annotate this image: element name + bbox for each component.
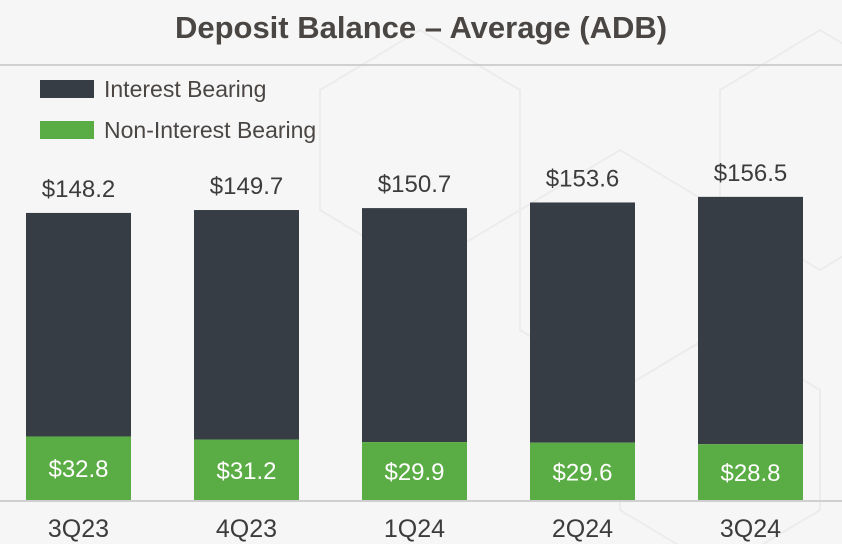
data-label-non-interest-bearing-2q24: $29.6: [552, 459, 612, 486]
chart-title: Deposit Balance – Average (ADB): [174, 10, 668, 45]
legend-swatch-interest-bearing: [40, 80, 94, 98]
total-label-1q24: $150.7: [378, 171, 451, 198]
total-label-3q23: $148.2: [42, 176, 115, 203]
legend-label-interest-bearing: Interest Bearing: [104, 75, 267, 102]
x-tick-label-3q24: 3Q24: [720, 515, 781, 543]
legend-swatch-non-interest-bearing: [40, 121, 94, 139]
x-tick-label-2q24: 2Q24: [552, 515, 613, 543]
title-divider: [0, 64, 842, 66]
bar-non-interest-bearing-4q23: [194, 439, 299, 500]
data-label-non-interest-bearing-3q24: $28.8: [720, 460, 780, 487]
data-label-non-interest-bearing-1q24: $29.9: [384, 459, 444, 486]
x-tick-label-1q24: 1Q24: [384, 515, 445, 543]
legend-label-non-interest-bearing: Non-Interest Bearing: [104, 116, 317, 143]
bar-non-interest-bearing-3q24: [698, 444, 803, 500]
total-label-2q24: $153.6: [546, 165, 619, 192]
bar-interest-bearing-4q23: [194, 210, 299, 440]
data-label-non-interest-bearing-3q23: $32.8: [48, 456, 108, 483]
total-label-3q24: $156.5: [714, 160, 787, 187]
bar-non-interest-bearing-1q24: [362, 442, 467, 500]
bar-interest-bearing-3q23: [26, 212, 131, 437]
x-tick-label-3q23: 3Q23: [48, 515, 109, 543]
bar-non-interest-bearing-2q24: [530, 442, 635, 500]
bar-interest-bearing-1q24: [362, 208, 467, 443]
data-label-non-interest-bearing-4q23: $31.2: [216, 458, 276, 485]
bar-interest-bearing-2q24: [530, 202, 635, 443]
bar-non-interest-bearing-3q23: [26, 436, 131, 500]
total-label-4q23: $149.7: [210, 173, 283, 200]
legend-item-non-interest-bearing: Non-Interest Bearing: [40, 117, 316, 143]
x-tick-label-4q23: 4Q23: [216, 515, 277, 543]
bar-interest-bearing-3q24: [698, 196, 803, 445]
legend-item-interest-bearing: Interest Bearing: [40, 76, 266, 102]
